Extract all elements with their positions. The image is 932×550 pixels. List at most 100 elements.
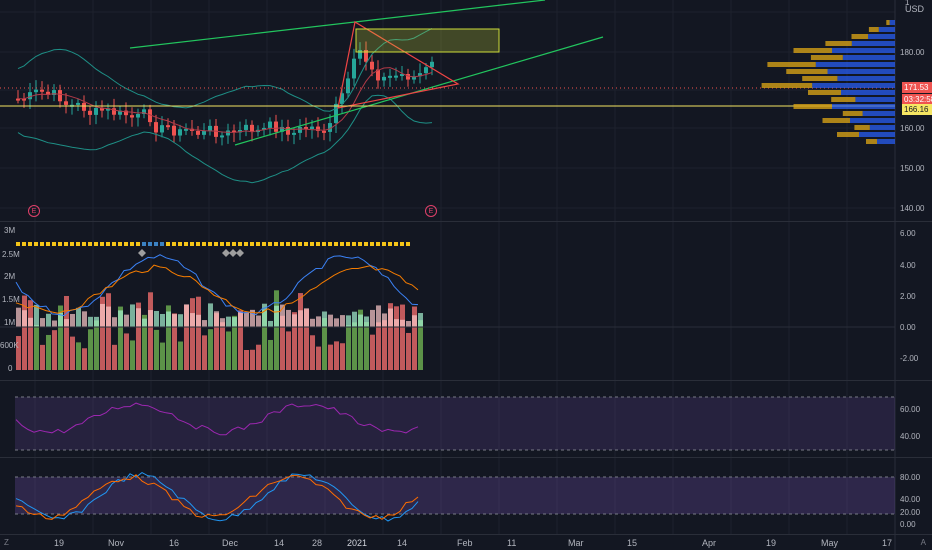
volume-profile-bar: [832, 104, 895, 109]
histogram-bar: [208, 303, 213, 327]
signal-dot: [208, 242, 212, 246]
candle: [178, 129, 182, 136]
histogram-bar: [250, 309, 255, 327]
price-axis-180: 180.00: [900, 48, 925, 57]
candle: [184, 128, 188, 131]
volume-bar: [202, 335, 207, 370]
candle: [28, 92, 32, 100]
candle: [298, 127, 302, 133]
volume-bar: [82, 348, 87, 370]
time-axis-label: 2021: [347, 538, 368, 548]
trendline-upper: [129, 0, 546, 49]
time-axis-label: Nov: [108, 538, 125, 548]
pane-separator[interactable]: [0, 380, 932, 381]
volume-profile-bar: [878, 27, 895, 32]
histogram-bar: [394, 319, 399, 327]
candle: [376, 69, 380, 81]
signal-dot: [394, 242, 398, 246]
zoom-toggle[interactable]: Z: [4, 538, 9, 547]
volume-bar: [418, 320, 423, 370]
histogram-bar: [100, 303, 105, 327]
volume-profile-bar: [869, 125, 895, 130]
signal-dot: [400, 242, 404, 246]
histogram-bar: [142, 318, 147, 327]
volume-bar: [154, 329, 159, 370]
histogram-bar: [130, 304, 135, 327]
auto-scale-toggle[interactable]: A: [920, 538, 926, 547]
pane-separator[interactable]: [0, 221, 932, 222]
signal-dot: [376, 242, 380, 246]
signal-dot: [232, 242, 236, 246]
pane-separator[interactable]: [0, 534, 932, 535]
signal-dot: [172, 242, 176, 246]
signal-dot: [184, 242, 188, 246]
histogram-bar: [262, 303, 267, 327]
signal-dot: [130, 242, 134, 246]
earnings-marker[interactable]: E: [425, 205, 437, 217]
volume-profile-bar: [854, 125, 870, 130]
histogram-bar: [136, 308, 141, 327]
currency-label: USD: [905, 4, 925, 14]
volume-profile-bar: [825, 41, 852, 46]
volume-profile-bar: [862, 111, 895, 116]
volume-profile-bar: [866, 139, 877, 144]
candle: [16, 98, 20, 101]
candle: [142, 109, 146, 114]
volume-bar: [406, 332, 411, 370]
volume-profile-bar: [793, 48, 832, 53]
signal-dot: [136, 242, 140, 246]
volume-bar: [190, 298, 195, 370]
histogram-bar: [88, 316, 93, 327]
histogram-bar: [190, 313, 195, 327]
signal-dot: [202, 242, 206, 246]
time-axis-label: 17: [882, 538, 893, 548]
time-axis-label: 16: [169, 538, 180, 548]
candle: [40, 89, 44, 92]
candle: [382, 76, 386, 81]
candle: [292, 132, 296, 135]
histogram-bar: [298, 310, 303, 327]
candle: [94, 107, 98, 115]
signal-dot: [154, 242, 158, 246]
histogram-bar: [304, 308, 309, 327]
histogram-bar: [58, 312, 63, 327]
time-axis-label: 11: [507, 538, 517, 548]
earnings-marker[interactable]: E: [28, 205, 40, 217]
candle: [232, 130, 236, 133]
signal-dot: [352, 242, 356, 246]
candle: [196, 130, 200, 135]
volume-axis-0: 0: [8, 364, 13, 373]
osc-axis-4: 4.00: [900, 261, 916, 270]
volume-bar: [76, 342, 81, 370]
time-axis-label: Dec: [222, 538, 239, 548]
volume-bar: [160, 342, 165, 370]
signal-dot: [28, 242, 32, 246]
volume-profile-bar: [842, 111, 863, 116]
histogram-bar: [46, 313, 51, 327]
volume-bar: [106, 293, 111, 370]
volume-bar: [238, 310, 243, 370]
volume-profile-bar: [850, 118, 895, 123]
signal-diamond: [138, 249, 146, 257]
volume-bar: [28, 300, 33, 370]
volume-profile-bar: [851, 41, 895, 46]
candle: [52, 90, 56, 95]
candle: [100, 107, 104, 111]
histogram-bar: [376, 305, 381, 327]
candle: [262, 127, 266, 130]
candle: [274, 121, 278, 132]
volume-bar: [400, 304, 405, 370]
volume-bar: [298, 293, 303, 370]
time-axis-label: 15: [627, 538, 638, 548]
pane-separator[interactable]: [0, 457, 932, 458]
histogram-bar: [64, 319, 69, 327]
volume-axis-1-5m: 1.5M: [2, 295, 20, 304]
stoch-k-line: [15, 472, 419, 522]
histogram-bar: [76, 307, 81, 327]
time-axis-label: May: [821, 538, 839, 548]
candle: [424, 67, 428, 74]
volume-bar: [184, 304, 189, 370]
histogram-bar: [220, 318, 225, 327]
osc-axis-6: 6.00: [900, 229, 916, 238]
